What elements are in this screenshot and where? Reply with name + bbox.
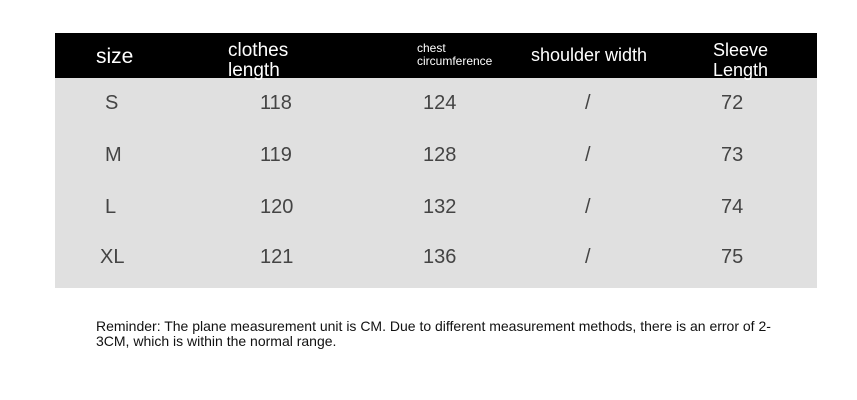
- header-shoulder-width: shoulder width: [531, 45, 648, 65]
- cell-shoulder: /: [585, 196, 591, 218]
- cell-chest: 124: [423, 92, 457, 114]
- cell-shoulder: /: [585, 246, 591, 268]
- cell-chest: 136: [423, 246, 457, 268]
- cell-sleeve: 74: [721, 196, 744, 218]
- header-clothes-length: clothes length: [228, 40, 289, 81]
- table-body: [55, 78, 817, 288]
- cell-size: S: [105, 92, 119, 114]
- header-size: size: [96, 45, 134, 68]
- table-header: [55, 33, 817, 78]
- header-sleeve-length: Sleeve Length: [713, 40, 769, 80]
- cell-size: L: [105, 196, 117, 218]
- cell-clothes-length: 118: [260, 92, 292, 114]
- cell-shoulder: /: [585, 144, 591, 166]
- cell-sleeve: 72: [721, 92, 744, 114]
- cell-sleeve: 73: [721, 144, 744, 166]
- cell-shoulder: /: [585, 92, 591, 114]
- cell-size: M: [105, 144, 122, 166]
- cell-clothes-length: 119: [260, 144, 292, 166]
- cell-chest: 128: [423, 144, 457, 166]
- cell-sleeve: 75: [721, 246, 744, 268]
- header-chest-circumference: chest circumference: [417, 41, 493, 68]
- cell-chest: 132: [423, 196, 457, 218]
- cell-clothes-length: 121: [260, 246, 294, 268]
- cell-clothes-length: 120: [260, 196, 294, 218]
- cell-size: XL: [100, 246, 125, 268]
- reminder-note: Reminder: The plane measurement unit is …: [96, 318, 771, 349]
